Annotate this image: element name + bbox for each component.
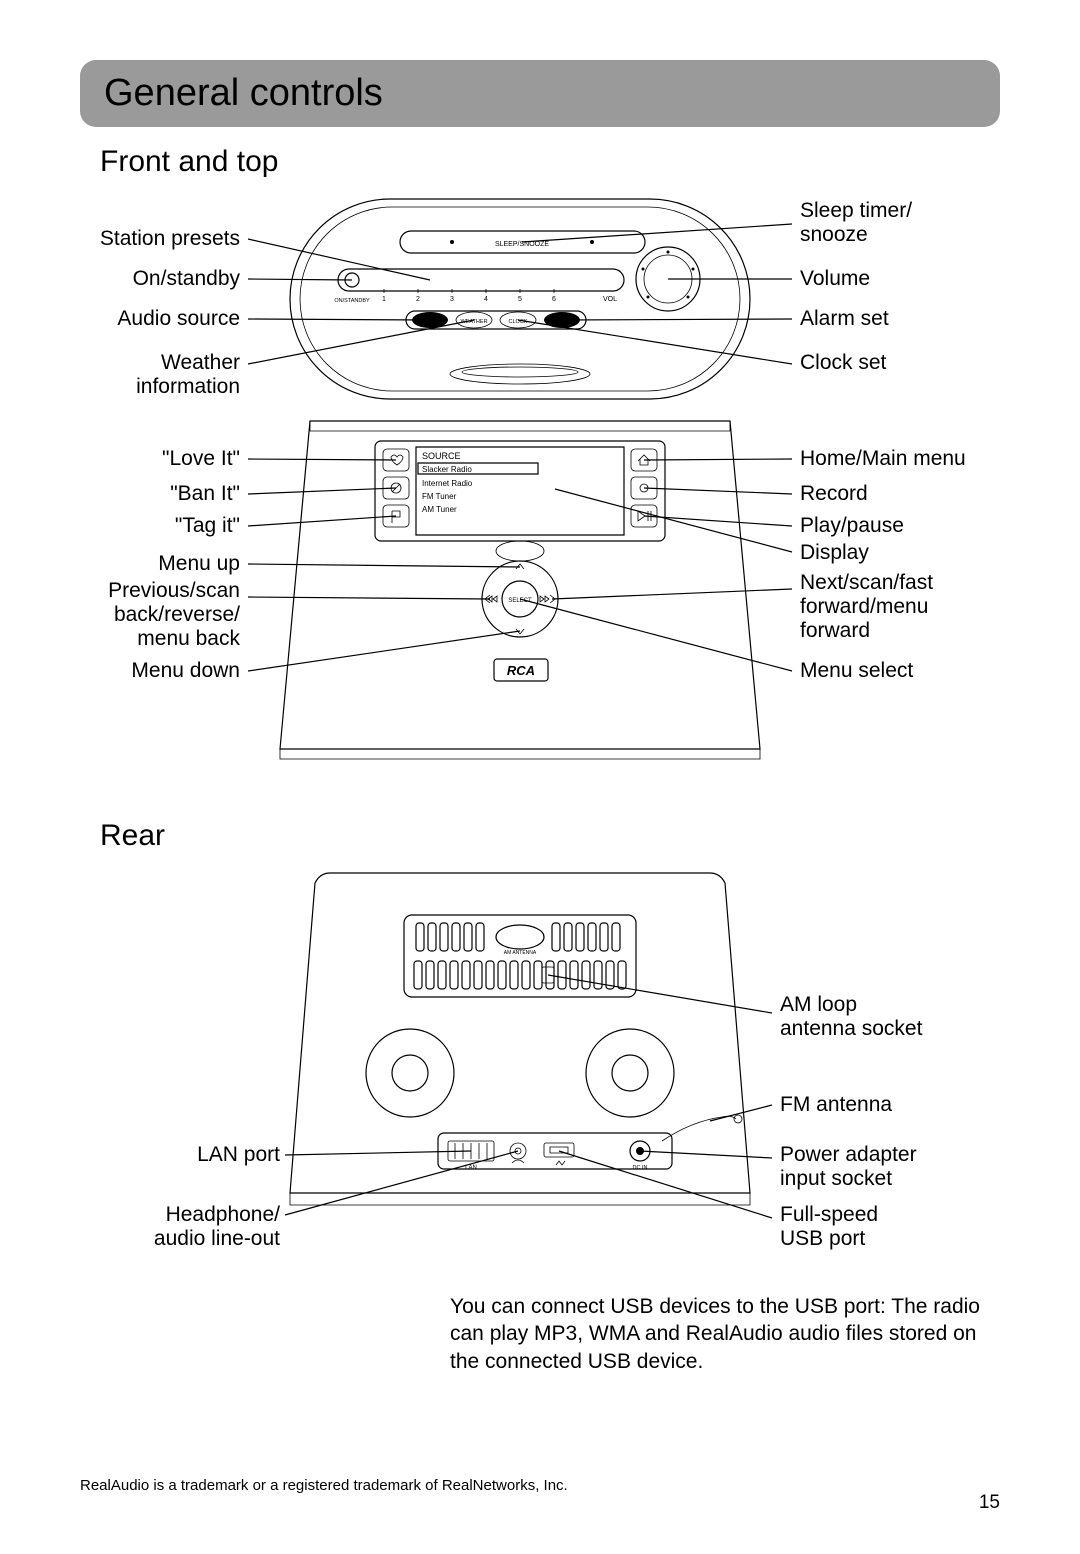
svg-text:LAN: LAN [465, 1165, 477, 1171]
section-heading-front: Front and top [100, 145, 1000, 179]
svg-text:4: 4 [484, 296, 488, 303]
svg-text:RCA: RCA [507, 663, 535, 678]
svg-text:VOL: VOL [603, 296, 617, 303]
section-heading-rear: Rear [100, 819, 1000, 853]
svg-text:FM Tuner: FM Tuner [422, 492, 457, 501]
svg-text:2: 2 [416, 296, 420, 303]
top-panel-drawing: SLEEP/SNOOZE 1 2 [290, 199, 750, 399]
rear-body-drawing: AM ANTENNA [290, 873, 750, 1205]
svg-text:1: 1 [382, 296, 386, 303]
svg-text:ON/STANDBY: ON/STANDBY [334, 298, 370, 304]
rear-diagram: LAN port Headphone/ audio line-out AM lo… [80, 863, 1000, 1283]
svg-text:5: 5 [518, 296, 522, 303]
svg-text:Slacker Radio: Slacker Radio [422, 465, 472, 474]
front-top-diagram: Station presets On/standby Audio source … [80, 189, 1000, 809]
page-number: 15 [979, 1492, 1000, 1514]
title-bar: General controls [80, 60, 1000, 127]
svg-text:Internet Radio: Internet Radio [422, 479, 473, 488]
svg-text:AM Tuner: AM Tuner [422, 505, 457, 514]
svg-text:6: 6 [552, 296, 556, 303]
trademark-note: RealAudio is a trademark or a registered… [80, 1477, 568, 1494]
page-title: General controls [104, 72, 976, 115]
usb-note: You can connect USB devices to the USB p… [450, 1293, 1000, 1375]
svg-text:SOURCE: SOURCE [422, 451, 461, 461]
svg-text:3: 3 [450, 296, 454, 303]
front-body-drawing: SOURCE Slacker Radio Internet Radio FM T… [280, 421, 760, 759]
svg-text:DC IN: DC IN [633, 1165, 648, 1171]
svg-text:AM ANTENNA: AM ANTENNA [504, 950, 537, 956]
